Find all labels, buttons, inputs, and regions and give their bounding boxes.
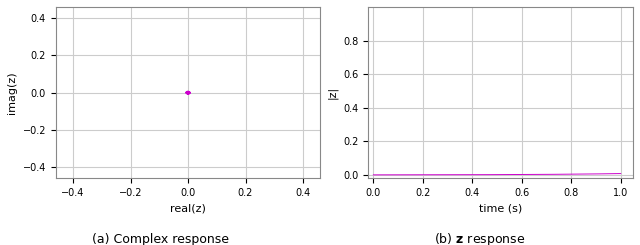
X-axis label: time (s): time (s): [479, 204, 522, 214]
Y-axis label: imag(z): imag(z): [7, 71, 17, 114]
Y-axis label: |z|: |z|: [327, 86, 338, 99]
X-axis label: real(z): real(z): [170, 204, 206, 214]
Text: (b) $\mathbf{z}$ response: (b) $\mathbf{z}$ response: [435, 231, 525, 245]
Text: (a) Complex response: (a) Complex response: [92, 233, 228, 245]
